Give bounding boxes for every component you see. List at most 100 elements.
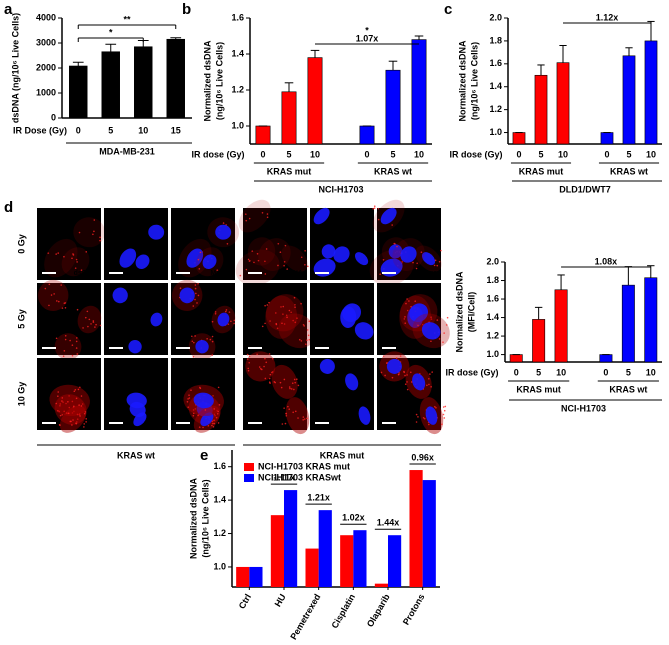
speckle <box>211 424 213 427</box>
speckle <box>281 423 284 425</box>
speckle <box>55 402 58 405</box>
bar <box>621 284 635 363</box>
nucleus <box>321 244 336 259</box>
cytoplasm <box>49 384 90 417</box>
speckle <box>293 378 296 381</box>
speckle <box>423 417 426 420</box>
speckle <box>212 422 214 425</box>
group-label: KRAS mut <box>267 166 312 176</box>
bar <box>599 354 613 363</box>
y-tick-label: 0 <box>51 112 56 122</box>
speckle <box>256 252 259 255</box>
y-tick-label: 2.0 <box>489 12 502 22</box>
nucleus <box>313 207 330 225</box>
speckle <box>294 381 297 384</box>
bar <box>512 132 526 145</box>
nucleus <box>200 412 214 427</box>
group-label: KRAS wt <box>374 166 412 176</box>
speckle <box>377 207 380 210</box>
micrograph <box>243 351 314 435</box>
speckle <box>83 423 86 425</box>
bar <box>284 490 298 587</box>
y-tick-label: 1.2 <box>231 84 244 94</box>
nucleus <box>150 312 163 327</box>
y-tick-label: 3000 <box>36 37 56 47</box>
cell-line-label: NCI-H1703 <box>561 403 606 413</box>
speckle <box>382 355 385 357</box>
y-axis-label: Normalized dsDNA <box>457 40 467 122</box>
cytoplasm <box>73 217 106 248</box>
speckle <box>395 357 398 359</box>
x-tick-label: Pemetrexed <box>288 592 322 640</box>
cytoplasm <box>61 247 90 277</box>
pair-label: 0.96x <box>411 452 434 462</box>
bar <box>409 470 423 587</box>
y-tick-label: 1.0 <box>231 120 244 130</box>
speckle <box>63 255 65 258</box>
bar <box>509 354 523 363</box>
nucleus <box>386 358 402 374</box>
speckle <box>225 309 228 311</box>
speckle <box>399 355 402 357</box>
speckle <box>71 344 74 346</box>
speckle <box>57 395 59 398</box>
speckle <box>76 421 78 423</box>
speckle <box>266 213 269 215</box>
speckle <box>191 335 193 338</box>
speckle <box>434 259 437 262</box>
micrograph <box>171 279 236 361</box>
speckle <box>80 269 83 271</box>
speckle <box>80 405 83 407</box>
speckle <box>297 417 299 419</box>
speckle <box>443 409 446 412</box>
bar <box>359 125 375 145</box>
x-tick-label: 0 <box>364 149 369 159</box>
speckle <box>61 413 64 416</box>
speckle <box>386 362 388 364</box>
speckle <box>202 426 204 429</box>
y-tick-label: 1.2 <box>486 330 499 340</box>
bar <box>134 46 153 119</box>
speckle <box>283 407 285 409</box>
speckle <box>79 386 81 389</box>
nucleus <box>319 358 335 374</box>
x-tick-label: 5 <box>390 149 395 159</box>
speckle <box>85 251 88 253</box>
image-bg <box>171 208 235 280</box>
nucleus <box>422 252 436 266</box>
y-axis-label: (MFI/Cell) <box>466 292 476 333</box>
speckle <box>227 323 230 325</box>
speckle <box>304 249 306 252</box>
speckle <box>209 338 212 341</box>
speckle <box>391 224 393 226</box>
speckle <box>198 426 201 428</box>
bar <box>166 38 185 119</box>
speckle <box>63 350 66 352</box>
nucleus <box>133 412 147 427</box>
speckle <box>282 313 284 315</box>
speckle <box>283 264 285 267</box>
cell-line-label: MDA-MB-231 <box>99 146 155 156</box>
bar <box>307 57 323 145</box>
speckle <box>373 207 376 210</box>
y-tick-label: 1.4 <box>489 81 502 91</box>
micrograph <box>310 283 374 355</box>
speckle <box>264 322 266 325</box>
speckle <box>74 267 77 269</box>
speckle <box>296 317 298 320</box>
speckle <box>213 408 216 410</box>
speckle <box>445 324 448 326</box>
image-bg <box>37 283 101 355</box>
speckle <box>430 316 432 318</box>
y-axis-label: (ng/10⁶ Live Cells) <box>469 42 479 120</box>
pair-label: 1.44x <box>377 518 400 528</box>
nucleus <box>380 207 397 225</box>
speckle <box>92 320 95 322</box>
y-tick-label: 2000 <box>36 62 56 72</box>
y-axis-label: Normalized dsDNA <box>188 477 198 559</box>
speckle <box>289 387 291 390</box>
speckle <box>73 390 76 393</box>
speckle <box>426 384 428 387</box>
speckle <box>414 300 417 303</box>
x-tick-label: 0 <box>260 149 265 159</box>
